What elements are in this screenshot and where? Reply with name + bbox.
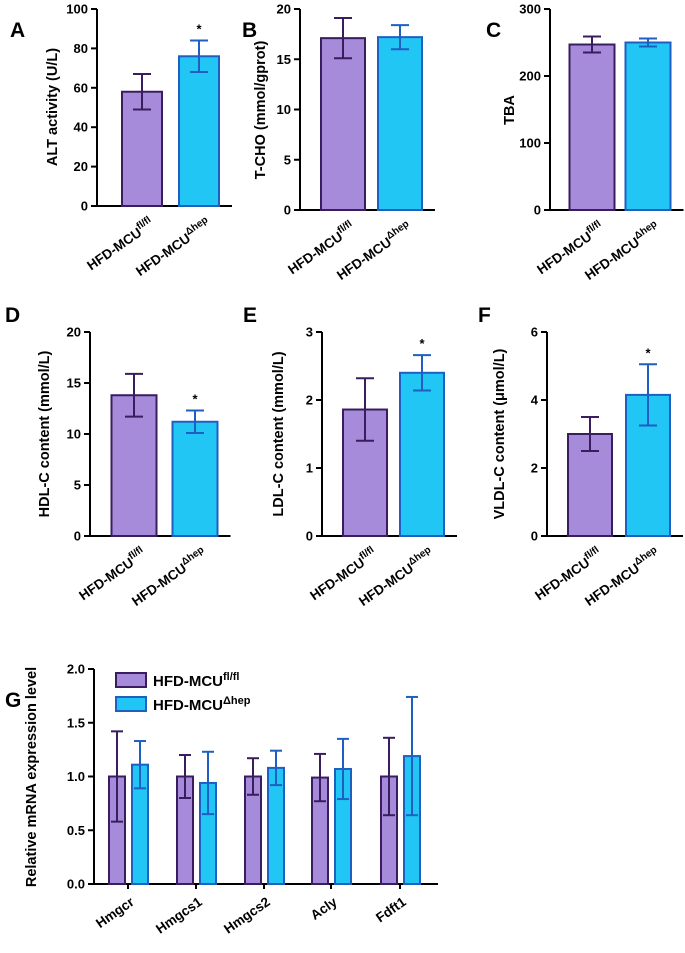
panel-label: F [478,304,491,327]
x-category-label: Hmgcs2 [221,894,273,936]
y-tick-label: 6 [531,325,538,340]
y-tick-label: 80 [74,41,88,56]
significance-marker: * [419,336,425,351]
y-axis-title: VLDL-C content (μmol/L) [492,348,508,519]
significance-marker: * [192,392,198,407]
y-tick-label: 2 [531,461,538,476]
y-axis-title: T-CHO (mmol/gprot) [253,41,269,180]
group-sup: Δhep [633,545,660,568]
legend-base: HFD-MCU [153,697,223,714]
bar [625,393,671,537]
x-category-label: Fdft1 [373,894,409,925]
legend-label: HFD-MCUfl/fl [153,671,239,690]
y-tick-label: 10 [277,102,291,117]
y-axis-title: ALT activity (U/L) [45,48,61,166]
y-tick-label: 2.0 [67,662,85,677]
legend-base: HFD-MCU [153,673,223,690]
panel-label: B [242,19,257,42]
y-tick-label: 0 [531,529,538,544]
y-axis-title: LDL-C content (mmol/L) [271,351,287,516]
y-tick-label: 40 [74,120,88,135]
significance-marker: * [645,345,651,360]
y-tick-label: 0 [306,529,313,544]
y-tick-label: 300 [519,2,541,17]
y-tick-label: 1.0 [67,769,85,784]
legend-sup: fl/fl [223,671,240,683]
bar [178,55,220,207]
group-sup: Δhep [385,219,412,242]
y-tick-label: 0 [534,203,541,218]
y-tick-label: 100 [519,136,541,151]
bar [121,90,163,207]
y-tick-label: 20 [67,325,81,340]
y-tick-label: 60 [74,80,88,95]
y-tick-label: 0 [74,529,81,544]
y-tick-label: 20 [277,2,291,17]
bar [568,43,616,212]
bar [377,36,423,211]
y-tick-label: 20 [74,159,88,174]
group-base: HFD-MCU [76,555,136,603]
panel-label: C [486,19,501,42]
group-sup: Δhep [633,219,660,242]
x-category-label: Hmgcr [93,894,137,931]
y-tick-label: 4 [531,393,539,408]
y-tick-label: 1.5 [67,715,85,730]
y-tick-label: 0.0 [67,877,85,892]
y-tick-label: 0 [284,203,291,218]
significance-marker: * [196,22,202,37]
y-tick-label: 3 [306,325,313,340]
y-axis-title: HDL-C content (mmol/L) [37,350,53,517]
panel-label: G [5,689,21,712]
y-tick-label: 200 [519,69,541,84]
y-axis-title: TBA [502,95,518,125]
y-tick-label: 15 [277,52,291,67]
panel-g: G 0.0 0.5 1.0 1.5 2.0 Relative mRNA expression… [5,662,438,937]
group-sup: Δhep [184,215,211,238]
legend-sup: Δhep [223,695,251,707]
bar [171,420,219,538]
y-tick-label: 5 [284,152,291,167]
y-axis-title: Relative mRNA expression level [24,667,40,887]
group-sup: Δhep [180,545,207,568]
legend-swatch [115,696,147,712]
group-base: HFD-MCU [129,560,189,608]
panel-label: A [10,19,25,42]
y-tick-label: 2 [306,393,313,408]
legend-label: HFD-MCUΔhep [153,695,251,714]
x-category-label: Hmgcs1 [153,894,205,937]
y-tick-label: 100 [66,2,88,17]
group-sup: Δhep [407,545,434,568]
y-tick-label: 10 [67,427,81,442]
panel-label: E [243,304,257,327]
y-tick-label: 0 [81,199,88,214]
y-tick-label: 0.5 [67,823,85,838]
panel-label: D [5,304,20,327]
bar [320,37,366,211]
x-category-label: Acly [308,894,340,923]
bar [110,394,158,537]
bar [624,41,672,211]
legend-swatch [115,672,147,688]
y-tick-label: 15 [67,376,81,391]
bar [399,371,445,537]
y-tick-label: 5 [74,478,81,493]
y-tick-label: 1 [306,461,313,476]
